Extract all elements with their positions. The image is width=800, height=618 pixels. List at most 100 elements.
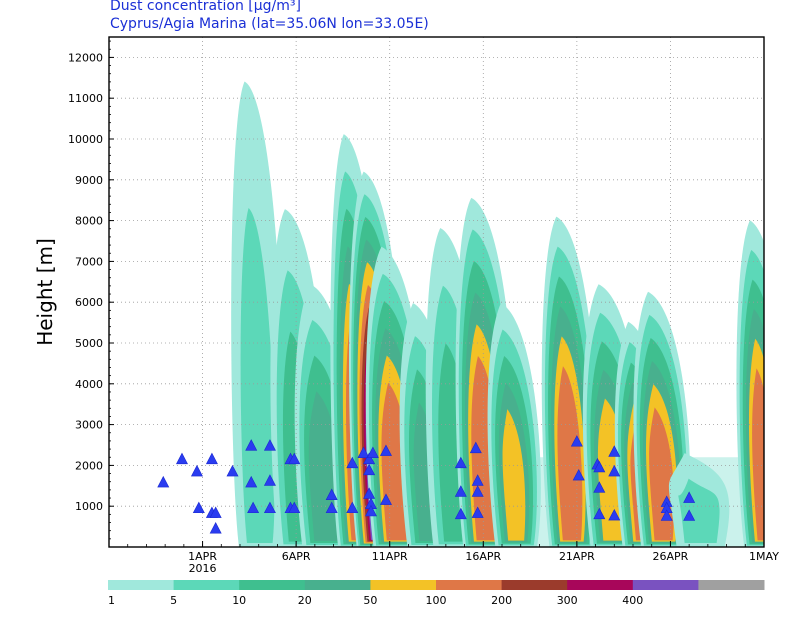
y-tick-label: 6000 (75, 296, 103, 309)
observation-marker (209, 506, 222, 518)
observation-marker (469, 441, 482, 454)
colorbar-label: 5 (170, 594, 177, 607)
observation-marker (346, 456, 359, 469)
colorbar-label: 400 (622, 594, 643, 607)
y-tick-label: 7000 (75, 255, 103, 268)
observation-marker (363, 487, 376, 499)
observation-marker (570, 435, 583, 447)
y-tick-label: 2000 (75, 459, 103, 472)
observation-marker (683, 509, 696, 521)
x-tick-label: 16APR (465, 550, 501, 563)
observation-marker (209, 521, 222, 534)
colorbar-label: 300 (557, 594, 578, 607)
colorbar-label: 50 (363, 594, 377, 607)
observations (157, 435, 696, 534)
observation-marker (593, 460, 606, 473)
x-tick-label: 21APR (559, 550, 595, 563)
observation-marker (346, 501, 359, 514)
dust-field (231, 81, 764, 547)
observation-marker (263, 474, 276, 486)
observation-marker (454, 507, 467, 520)
y-axis-label: Height [m] (33, 238, 57, 346)
chart-title: Dust concentration [µg/m³] (110, 0, 301, 14)
y-tick-label: 11000 (68, 92, 103, 105)
observation-marker (608, 445, 621, 457)
colorbar-label: 100 (426, 594, 447, 607)
x-tick-label: 11APR (372, 550, 408, 563)
observation-marker (226, 464, 239, 477)
colorbar-swatch (239, 580, 306, 590)
y-tick-label: 5000 (75, 337, 103, 350)
observation-marker (357, 446, 370, 458)
observation-marker (263, 439, 276, 451)
dust-layer (502, 409, 526, 541)
observation-marker (379, 493, 392, 505)
dust-event (736, 220, 764, 547)
observation-marker (593, 481, 606, 493)
observation-marker (205, 452, 218, 465)
observation-marker (660, 509, 673, 521)
plot-frame (108, 36, 765, 548)
observation-marker (363, 463, 376, 476)
colorbar-swatch (370, 580, 437, 590)
observation-marker (247, 501, 260, 514)
colorbar-swatch (567, 580, 634, 590)
colorbar-swatch (698, 580, 765, 590)
observation-marker (288, 501, 301, 514)
observation-marker (683, 491, 696, 503)
y-tick-label: 9000 (75, 174, 103, 187)
observation-marker (192, 501, 205, 514)
x-tick-label: 1APR (188, 550, 217, 563)
colorbar-label: 20 (298, 594, 312, 607)
observation-marker (263, 501, 276, 514)
y-axis: 1000 2000 3000 4000 5000 6000 7000 8000 9000 1000… (68, 40, 114, 548)
colorbar-swatch (173, 580, 240, 590)
y-tick-label: 12000 (68, 51, 103, 64)
colorbar-swatch (304, 580, 371, 590)
colorbar-swatch (436, 580, 503, 590)
x-tick-label: 6APR (282, 550, 311, 563)
observation-marker (325, 488, 338, 500)
observation-marker (471, 485, 484, 497)
dust-layer (557, 366, 583, 541)
dust-event (487, 303, 541, 547)
x-tick-label: 26APR (653, 550, 689, 563)
observation-marker (175, 452, 188, 465)
observation-marker (572, 468, 585, 481)
observation-marker (608, 508, 621, 521)
observation-marker (245, 475, 258, 488)
colorbar-swatch (632, 580, 699, 590)
x-tick-sublabel: 2016 (189, 562, 217, 575)
observation-marker (379, 444, 392, 456)
observation-marker (454, 485, 467, 497)
chart-subtitle: Cyprus/Agia Marina (lat=35.06N lon=33.05… (110, 16, 429, 32)
y-tick-label: 4000 (75, 378, 103, 391)
y-tick-label: 8000 (75, 215, 103, 228)
observation-marker (471, 506, 484, 518)
dust-layer (752, 368, 764, 541)
y-tick-label: 10000 (68, 133, 103, 146)
observation-marker (593, 507, 606, 520)
colorbar-label: 10 (232, 594, 246, 607)
observation-marker (454, 456, 467, 469)
colorbar-swatch (108, 580, 175, 590)
observation-marker (190, 464, 203, 477)
colorbar-label: 1 (108, 594, 115, 607)
colorbar: 1 5 10 20 50 100 200 300 400 (108, 580, 765, 607)
colorbar-label: 200 (491, 594, 512, 607)
y-tick-label: 3000 (75, 419, 103, 432)
colorbar-swatch (501, 580, 568, 590)
observation-marker (288, 452, 301, 465)
y-tick-label: 1000 (75, 500, 103, 513)
observation-marker (365, 504, 377, 517)
observation-marker (325, 501, 338, 514)
observation-marker (366, 446, 379, 458)
dust-layer (240, 208, 275, 543)
dust-event (541, 216, 599, 547)
observation-marker (608, 464, 621, 477)
observation-marker (157, 475, 170, 488)
observation-marker (245, 439, 258, 451)
x-tick-label: 1MAY (749, 550, 779, 563)
